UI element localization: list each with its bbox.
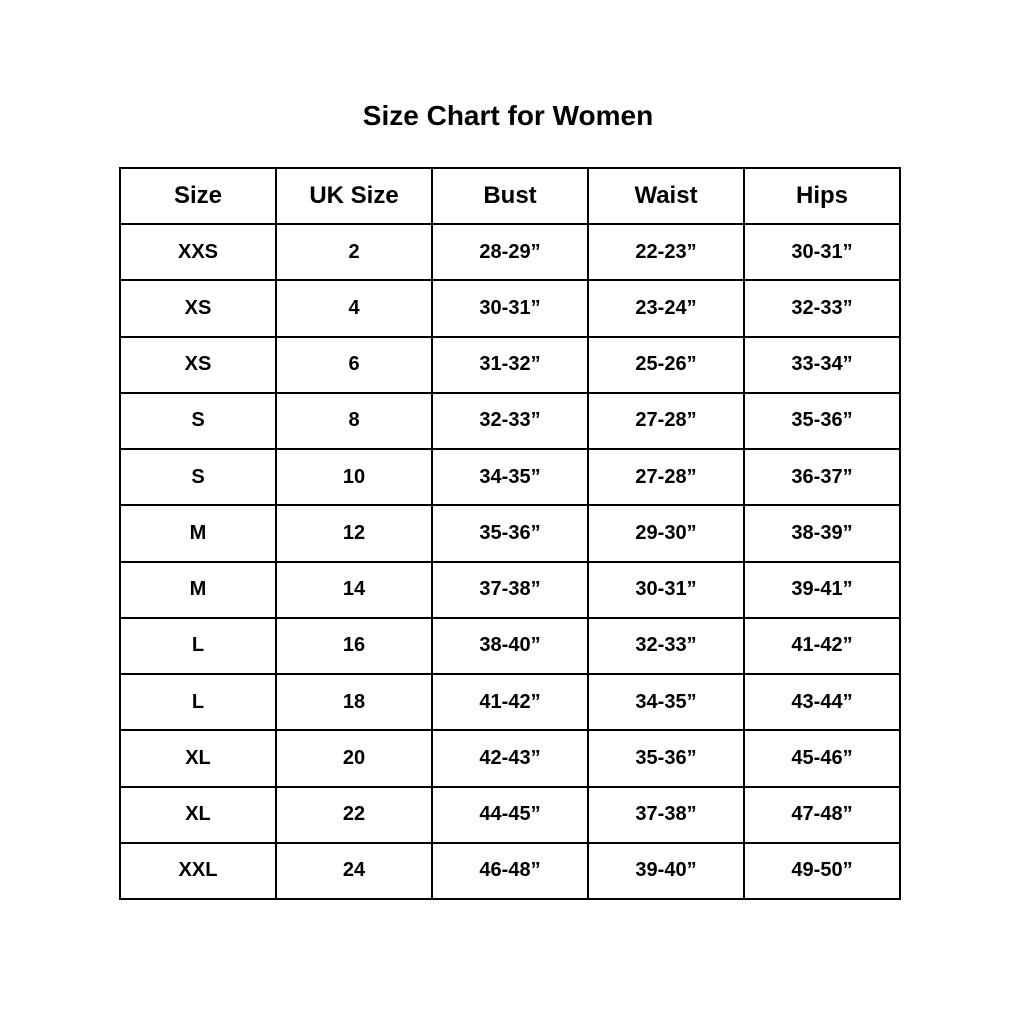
table-cell: L <box>119 616 277 676</box>
table-cell: 37-38” <box>587 785 745 844</box>
table-cell: 14 <box>275 560 433 619</box>
column-header: Size <box>119 167 277 225</box>
table-cell: 16 <box>275 616 433 676</box>
table-row: S 8 32-33” 27-28” 35-36” <box>119 391 901 451</box>
table-cell: 30-31” <box>587 560 745 619</box>
table-cell: 4 <box>275 279 433 338</box>
table-cell: 28-29” <box>431 222 589 282</box>
table-cell: M <box>119 504 277 563</box>
table-cell: 42-43” <box>431 729 589 788</box>
table-cell: 35-36” <box>743 391 901 451</box>
size-chart-table: Size UK Size Bust Waist Hips XXS 2 28-29” 22-23… <box>119 167 901 901</box>
table-cell: 30-31” <box>743 222 901 282</box>
table-row: L 16 38-40” 32-33” 41-42” <box>119 616 901 676</box>
table-cell: 22 <box>275 785 433 844</box>
table-row: XS 4 30-31” 23-24” 32-33” <box>119 279 901 338</box>
table-cell: 2 <box>275 222 433 282</box>
column-header: Bust <box>431 167 589 225</box>
table-row: XXS 2 28-29” 22-23” 30-31” <box>119 222 901 282</box>
table-row: M 12 35-36” 29-30” 38-39” <box>119 504 901 563</box>
table-cell: 6 <box>275 335 433 394</box>
table-cell: 27-28” <box>587 447 745 507</box>
table-cell: 38-39” <box>743 504 901 563</box>
table-cell: S <box>119 391 277 451</box>
table-cell: 46-48” <box>431 841 589 901</box>
table-cell: 24 <box>275 841 433 901</box>
table-cell: 25-26” <box>587 335 745 394</box>
table-cell: 45-46” <box>743 729 901 788</box>
table-cell: 20 <box>275 729 433 788</box>
table-row: XXL 24 46-48” 39-40” 49-50” <box>119 841 901 901</box>
table-cell: 35-36” <box>587 729 745 788</box>
table-row: XL 20 42-43” 35-36” 45-46” <box>119 729 901 788</box>
table-cell: XS <box>119 279 277 338</box>
table-header-row: Size UK Size Bust Waist Hips <box>119 167 901 225</box>
table-cell: 36-37” <box>743 447 901 507</box>
table-cell: 30-31” <box>431 279 589 338</box>
table-cell: 10 <box>275 447 433 507</box>
table-cell: 32-33” <box>587 616 745 676</box>
table-cell: 38-40” <box>431 616 589 676</box>
table-cell: L <box>119 672 277 732</box>
table-cell: 32-33” <box>431 391 589 451</box>
table-cell: 31-32” <box>431 335 589 394</box>
table-cell: XL <box>119 785 277 844</box>
table-cell: 35-36” <box>431 504 589 563</box>
column-header: UK Size <box>275 167 433 225</box>
table-cell: XXL <box>119 841 277 901</box>
table-cell: M <box>119 560 277 619</box>
table-cell: 34-35” <box>431 447 589 507</box>
table-cell: 18 <box>275 672 433 732</box>
table-cell: XXS <box>119 222 277 282</box>
table-cell: 29-30” <box>587 504 745 563</box>
page-title: Size Chart for Women <box>362 100 654 131</box>
table-cell: 47-48” <box>743 785 901 844</box>
table-cell: 33-34” <box>743 335 901 394</box>
column-header: Hips <box>743 167 901 225</box>
table-cell: XS <box>119 335 277 394</box>
table-row: L 18 41-42” 34-35” 43-44” <box>119 672 901 732</box>
table-cell: 49-50” <box>743 841 901 901</box>
table-cell: 39-41” <box>743 560 901 619</box>
table-cell: XL <box>119 729 277 788</box>
table-row: M 14 37-38” 30-31” 39-41” <box>119 560 901 619</box>
table-cell: 22-23” <box>587 222 745 282</box>
table-row: XL 22 44-45” 37-38” 47-48” <box>119 785 901 844</box>
table-row: S 10 34-35” 27-28” 36-37” <box>119 447 901 507</box>
table-cell: 23-24” <box>587 279 745 338</box>
table-row: XS 6 31-32” 25-26” 33-34” <box>119 335 901 394</box>
table-cell: 43-44” <box>743 672 901 732</box>
table-cell: 12 <box>275 504 433 563</box>
table-cell: 41-42” <box>431 672 589 732</box>
table-cell: 37-38” <box>431 560 589 619</box>
table-cell: 39-40” <box>587 841 745 901</box>
column-header: Waist <box>587 167 745 225</box>
table-cell: 41-42” <box>743 616 901 676</box>
table-cell: 34-35” <box>587 672 745 732</box>
table-cell: 27-28” <box>587 391 745 451</box>
table-cell: S <box>119 447 277 507</box>
table-cell: 44-45” <box>431 785 589 844</box>
table-cell: 32-33” <box>743 279 901 338</box>
table-cell: 8 <box>275 391 433 451</box>
